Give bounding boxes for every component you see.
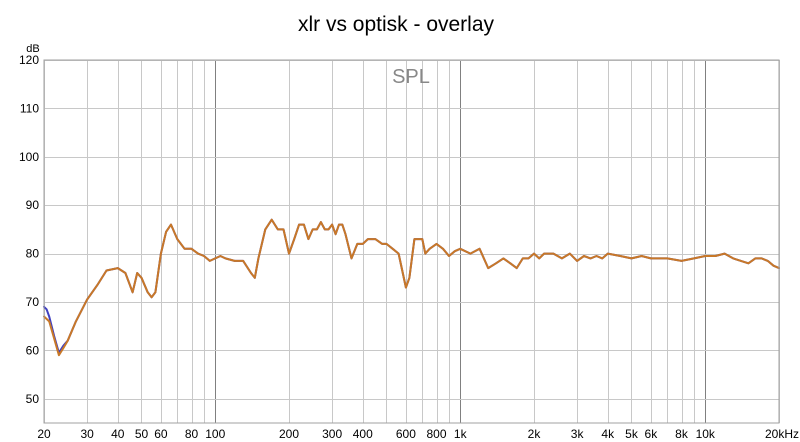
plot-label: SPL [392, 66, 430, 88]
x-tick-label: 8k [675, 427, 689, 441]
y-tick-label: 70 [26, 295, 40, 309]
y-tick-label: 50 [26, 392, 40, 406]
y-tick-label: 80 [26, 247, 40, 261]
x-tick-label: 2k [528, 427, 542, 441]
x-tick-label: 1k [454, 427, 468, 441]
x-tick-label: 30 [80, 427, 94, 441]
y-tick-label: 100 [19, 150, 39, 164]
x-axis-ticks: 20 30 40 50 60 80 100 200 300 400 600 800 1k 2k 3k 4k 5k… [37, 427, 799, 441]
x-tick-label: 20 [37, 427, 51, 441]
x-tick-label: 6k [645, 427, 659, 441]
x-tick-label: 20kHz [765, 427, 799, 441]
chart-title: xlr vs optisk - overlay [298, 13, 495, 36]
x-tick-label: 5k [625, 427, 639, 441]
x-tick-label: 300 [322, 427, 342, 441]
x-tick-label: 100 [205, 427, 225, 441]
plot-frame [43, 59, 780, 424]
x-tick-label: 50 [135, 427, 149, 441]
data-series [43, 218, 780, 357]
x-tick-label: 10k [696, 427, 716, 441]
x-tick-label: 400 [353, 427, 373, 441]
y-tick-label: 90 [26, 198, 40, 212]
x-tick-label: 3k [571, 427, 585, 441]
x-tick-label: 4k [601, 427, 615, 441]
x-tick-label: 80 [185, 427, 199, 441]
y-axis-unit: dB [26, 43, 39, 55]
y-axis-ticks: 50 60 70 80 90 100 110 120 [19, 53, 39, 406]
y-tick-label: 120 [19, 53, 39, 67]
y-tick-label: 110 [20, 101, 39, 115]
x-tick-label: 600 [396, 427, 416, 441]
x-tick-label: 40 [111, 427, 125, 441]
x-tick-label: 60 [154, 427, 168, 441]
x-tick-label: 800 [426, 427, 446, 441]
y-tick-label: 60 [26, 343, 40, 357]
series-line-2 [43, 218, 780, 357]
x-tick-label: 200 [279, 427, 299, 441]
